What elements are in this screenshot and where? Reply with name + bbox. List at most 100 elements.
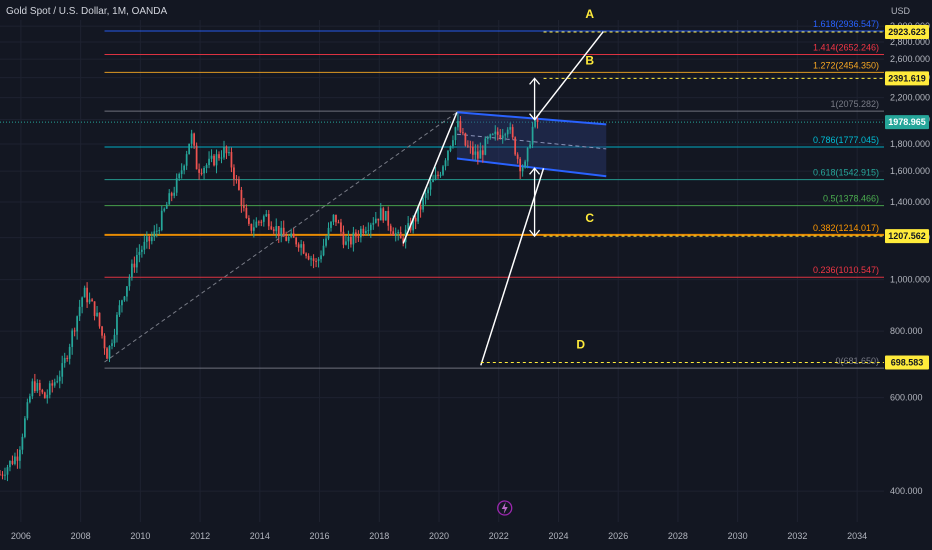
target-letter: B <box>585 53 594 67</box>
price-tag-label: 2923.623 <box>888 27 926 37</box>
candle-body <box>462 132 464 134</box>
candle-body <box>367 230 370 232</box>
candle-body <box>131 263 133 278</box>
candle-body <box>524 161 526 168</box>
price-tag-bg <box>885 355 929 370</box>
candle-body <box>16 456 19 461</box>
axis-unit-label: USD <box>891 6 911 16</box>
candle-body <box>305 253 307 256</box>
price-tag-label: 2391.619 <box>888 73 926 83</box>
candle-body <box>220 157 223 159</box>
candle-body <box>66 357 69 359</box>
candle-body <box>467 145 469 147</box>
y-tick-label: 1,600.000 <box>890 166 930 176</box>
candle-body <box>71 330 74 347</box>
candle-body <box>108 345 111 359</box>
candle-body <box>325 238 327 246</box>
candle-body <box>330 221 332 228</box>
candle-body <box>208 158 210 166</box>
fib-label: 0.5(1378.466) <box>823 194 879 204</box>
candle-body <box>36 383 39 392</box>
candle-body <box>233 167 235 180</box>
candle-body <box>452 140 454 147</box>
candle-body <box>203 167 205 174</box>
candle-body <box>165 204 168 209</box>
target-letter: D <box>576 337 585 351</box>
candle-body <box>272 229 275 232</box>
candle-body <box>0 474 1 476</box>
channel-fill <box>456 112 607 177</box>
price-tag-bg <box>885 115 929 130</box>
price-tag-bg <box>885 25 929 40</box>
candle-body <box>332 214 335 222</box>
candle-body <box>24 418 26 437</box>
fibonacci-levels: 1.618(2936.547) 1.414(2652.246) 1.272(2454… <box>0 19 884 369</box>
y-tick-label: 800.000 <box>890 326 923 336</box>
candle-body <box>260 221 263 223</box>
candle-body <box>56 381 59 383</box>
grid <box>0 20 884 522</box>
candle-body <box>4 474 6 476</box>
candle-body <box>248 218 250 224</box>
candle-body <box>150 236 153 242</box>
channel-lower-line <box>456 157 607 178</box>
candle-body <box>471 146 474 155</box>
y-tick-label: 2,800.000 <box>890 37 930 47</box>
y-tick-label: 600.000 <box>890 393 923 403</box>
candle-body <box>250 223 253 231</box>
candle-body <box>257 221 260 223</box>
candle-body <box>148 236 151 242</box>
x-tick-label: 2024 <box>548 531 568 541</box>
candle-body <box>297 244 300 248</box>
candle-body <box>499 134 502 139</box>
candle-body <box>126 286 128 297</box>
candle-body <box>173 192 176 196</box>
candle-body <box>447 150 449 161</box>
candle-body <box>519 158 522 172</box>
arrow-head <box>529 167 541 175</box>
candle-body <box>178 173 181 179</box>
candle-body <box>195 145 198 170</box>
candle-body <box>240 189 243 206</box>
candle-body <box>526 147 529 162</box>
candle-body <box>46 394 49 399</box>
candle-body <box>484 138 487 155</box>
x-tick-label: 2006 <box>11 531 31 541</box>
candle-body <box>188 143 191 155</box>
candle-body <box>101 326 103 336</box>
candle-body <box>73 330 76 332</box>
candle-body <box>457 121 459 128</box>
x-tick-label: 2022 <box>489 531 509 541</box>
candle-body <box>252 227 255 231</box>
candle-body <box>292 233 295 238</box>
candle-body <box>300 244 303 248</box>
candle-body <box>359 228 362 238</box>
fib-label: 0.618(1542.915) <box>813 168 879 178</box>
lightning-icon-glyph <box>501 502 508 514</box>
candle-body <box>223 146 225 158</box>
candle-body <box>280 227 283 237</box>
candle-body <box>14 456 16 464</box>
candles <box>0 113 539 482</box>
candle-body <box>243 205 245 208</box>
candle-body <box>464 133 467 146</box>
candle-body <box>529 144 531 148</box>
x-tick-label: 2008 <box>71 531 91 541</box>
candle-body <box>496 131 499 135</box>
candle-body <box>213 155 215 166</box>
candle-body <box>61 363 64 377</box>
candle-body <box>287 237 290 241</box>
candle-body <box>267 213 270 227</box>
x-tick-label: 2020 <box>429 531 449 541</box>
candle-body <box>41 389 44 393</box>
candle-body <box>215 154 218 166</box>
arrow-head <box>529 77 541 85</box>
candle-body <box>491 134 494 136</box>
fib-label: 1(2075.282) <box>830 99 879 109</box>
y-tick-label: 400.000 <box>890 486 923 496</box>
candle-body <box>377 218 380 221</box>
candle-body <box>442 166 444 175</box>
candle-body <box>504 134 507 136</box>
candle-body <box>514 137 517 155</box>
